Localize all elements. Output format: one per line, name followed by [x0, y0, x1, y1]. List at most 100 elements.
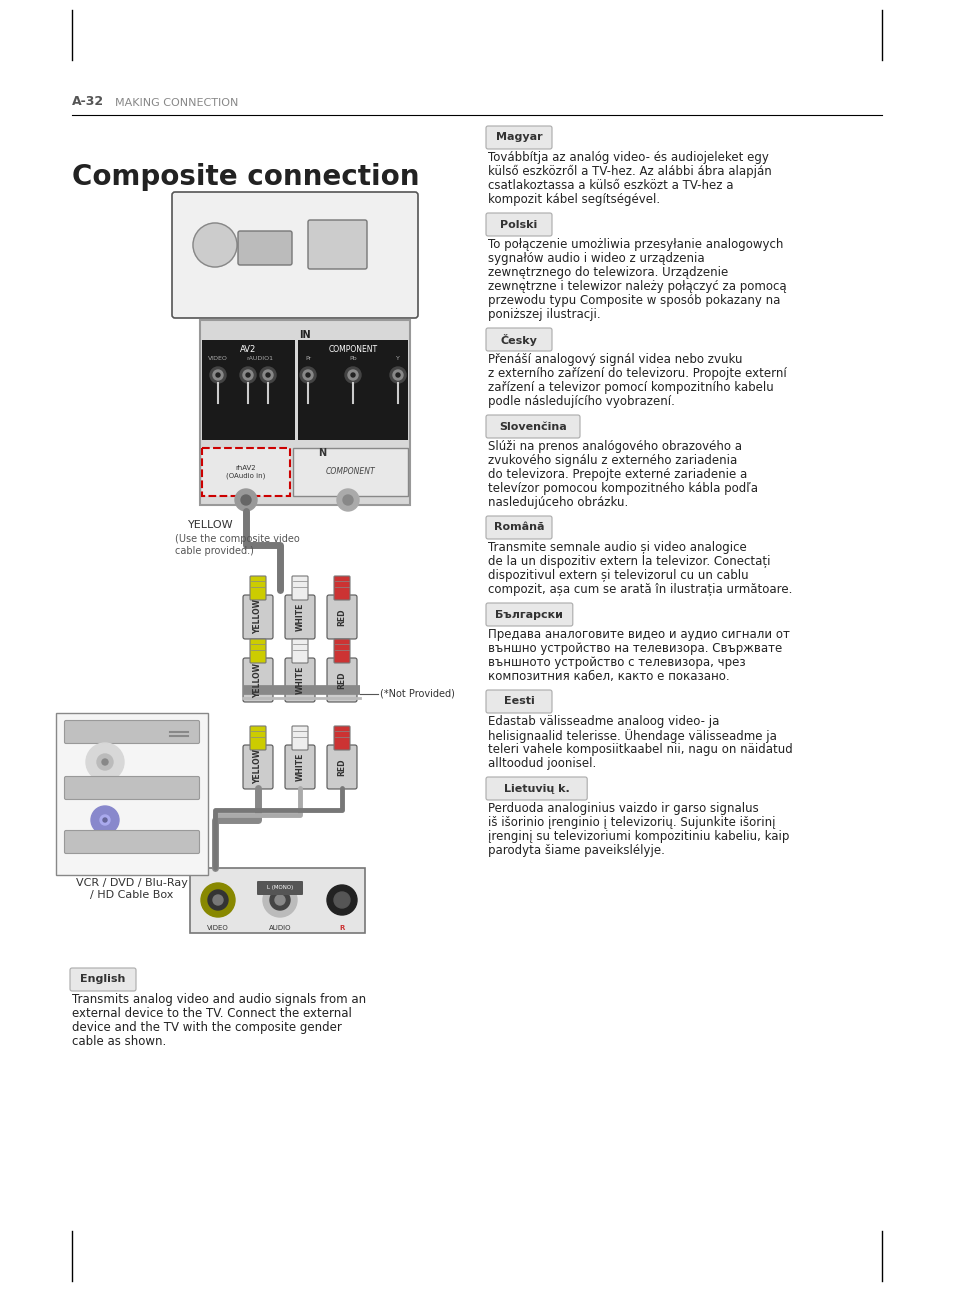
Text: English: English	[80, 975, 126, 985]
Circle shape	[102, 759, 108, 766]
Circle shape	[208, 889, 228, 910]
FancyBboxPatch shape	[243, 745, 273, 789]
Circle shape	[213, 895, 223, 905]
Text: z externího zařízení do televizoru. Propojte externí: z externího zařízení do televizoru. Prop…	[488, 367, 786, 380]
Text: external device to the TV. Connect the external: external device to the TV. Connect the e…	[71, 1007, 352, 1020]
Circle shape	[201, 883, 234, 917]
FancyBboxPatch shape	[485, 516, 552, 540]
Circle shape	[263, 883, 296, 917]
Text: Y: Y	[395, 356, 399, 361]
Text: COMPONENT: COMPONENT	[325, 467, 375, 476]
Text: R: R	[339, 924, 344, 931]
Text: VIDEO: VIDEO	[207, 924, 229, 931]
Circle shape	[299, 367, 315, 383]
FancyBboxPatch shape	[334, 576, 350, 600]
Bar	[202, 340, 294, 440]
Text: VIDEO: VIDEO	[208, 356, 228, 361]
Text: podle následujícího vyobrazení.: podle následujícího vyobrazení.	[488, 395, 674, 408]
Circle shape	[241, 494, 251, 505]
Text: WHITE: WHITE	[295, 666, 304, 695]
Text: Български: Български	[495, 609, 563, 620]
Circle shape	[303, 371, 313, 380]
FancyBboxPatch shape	[293, 448, 408, 496]
Circle shape	[343, 494, 353, 505]
FancyBboxPatch shape	[200, 320, 410, 505]
Circle shape	[263, 371, 273, 380]
Text: Composite connection: Composite connection	[71, 163, 419, 191]
Text: YELLOW: YELLOW	[188, 520, 233, 531]
FancyBboxPatch shape	[237, 231, 292, 265]
Circle shape	[100, 815, 110, 825]
FancyBboxPatch shape	[65, 720, 199, 744]
FancyBboxPatch shape	[334, 639, 350, 664]
Text: zařízení a televizor pomocí kompozitního kabelu: zařízení a televizor pomocí kompozitního…	[488, 381, 773, 394]
Text: televízor pomocou kompozitného kábla podľa: televízor pomocou kompozitného kábla pod…	[488, 482, 758, 494]
Text: zewnętrzne i telewizor należy połączyć za pomocą: zewnętrzne i telewizor należy połączyć z…	[488, 280, 786, 293]
FancyBboxPatch shape	[250, 576, 266, 600]
Circle shape	[336, 489, 358, 511]
FancyBboxPatch shape	[56, 713, 208, 875]
FancyBboxPatch shape	[485, 328, 552, 351]
Text: YELLOW: YELLOW	[253, 750, 262, 785]
Text: L (MONO): L (MONO)	[267, 886, 293, 891]
Text: Magyar: Magyar	[496, 133, 541, 142]
FancyBboxPatch shape	[65, 830, 199, 853]
Text: alltoodud joonisel.: alltoodud joonisel.	[488, 757, 596, 769]
Text: Română: Română	[494, 523, 543, 532]
Circle shape	[91, 806, 119, 834]
Text: przewodu typu Composite w sposób pokazany na: przewodu typu Composite w sposób pokazan…	[488, 294, 780, 307]
Circle shape	[234, 489, 256, 511]
Text: Perduoda analoginius vaizdo ir garso signalus: Perduoda analoginius vaizdo ir garso sig…	[488, 802, 758, 815]
Circle shape	[210, 367, 226, 383]
FancyBboxPatch shape	[485, 414, 579, 438]
FancyBboxPatch shape	[485, 127, 552, 148]
Text: Pr: Pr	[305, 356, 311, 361]
FancyBboxPatch shape	[285, 658, 314, 702]
Text: Česky: Česky	[500, 333, 537, 346]
Text: VCR / DVD / Blu-Ray
/ HD Cable Box: VCR / DVD / Blu-Ray / HD Cable Box	[76, 878, 188, 900]
Circle shape	[246, 373, 250, 377]
Text: външното устройство с телевизора, чрез: външното устройство с телевизора, чрез	[488, 656, 745, 669]
Circle shape	[240, 367, 255, 383]
Text: Přenáší analogový signál videa nebo zvuku: Přenáší analogový signál videa nebo zvuk…	[488, 352, 741, 367]
Circle shape	[334, 892, 350, 908]
Circle shape	[348, 371, 357, 380]
Circle shape	[327, 886, 356, 915]
Text: YELLOW: YELLOW	[253, 599, 262, 634]
Text: AV2: AV2	[239, 345, 255, 354]
Text: sygnałów audio i wideo z urządzenia: sygnałów audio i wideo z urządzenia	[488, 252, 704, 265]
Text: MAKING CONNECTION: MAKING CONNECTION	[115, 98, 238, 108]
FancyBboxPatch shape	[292, 576, 308, 600]
Text: YELLOW: YELLOW	[253, 662, 262, 697]
FancyBboxPatch shape	[70, 968, 136, 991]
Text: Transmite semnale audio și video analogice: Transmite semnale audio și video analogi…	[488, 541, 746, 554]
FancyBboxPatch shape	[285, 745, 314, 789]
Text: Edastab välisseadme analoog video- ja: Edastab välisseadme analoog video- ja	[488, 715, 719, 728]
FancyBboxPatch shape	[308, 219, 367, 269]
FancyBboxPatch shape	[202, 448, 290, 496]
Circle shape	[97, 754, 112, 769]
FancyBboxPatch shape	[256, 880, 303, 895]
Text: (*Not Provided): (*Not Provided)	[379, 689, 455, 698]
Text: külső eszközről a TV-hez. Az alábbi ábra alapján: külső eszközről a TV-hez. Az alábbi ábra…	[488, 165, 771, 178]
FancyBboxPatch shape	[485, 213, 552, 236]
FancyBboxPatch shape	[485, 777, 587, 800]
Text: parodyta šiame paveikslélyje.: parodyta šiame paveikslélyje.	[488, 844, 664, 857]
Text: Eesti: Eesti	[503, 697, 534, 706]
Circle shape	[345, 367, 360, 383]
FancyBboxPatch shape	[172, 192, 417, 318]
FancyBboxPatch shape	[327, 595, 356, 639]
Text: RED: RED	[337, 608, 346, 626]
FancyBboxPatch shape	[334, 726, 350, 750]
Text: helisignaalid telerisse. Ühendage välisseadme ja: helisignaalid telerisse. Ühendage väliss…	[488, 729, 776, 742]
Text: dispozitivul extern și televizorul cu un cablu: dispozitivul extern și televizorul cu un…	[488, 569, 748, 582]
Text: COMPONENT: COMPONENT	[328, 345, 377, 354]
Text: rhAV2
(OAudio in): rhAV2 (OAudio in)	[226, 465, 265, 479]
Circle shape	[270, 889, 290, 910]
FancyBboxPatch shape	[292, 726, 308, 750]
Text: A-32: A-32	[71, 96, 104, 108]
Text: Предава аналоговите видео и аудио сигнали от: Предава аналоговите видео и аудио сигнал…	[488, 627, 789, 642]
FancyBboxPatch shape	[250, 639, 266, 664]
Text: IN: IN	[299, 330, 311, 340]
Text: Továbbítja az analóg video- és audiojeleket egy: Továbbítja az analóg video- és audiojele…	[488, 151, 768, 164]
